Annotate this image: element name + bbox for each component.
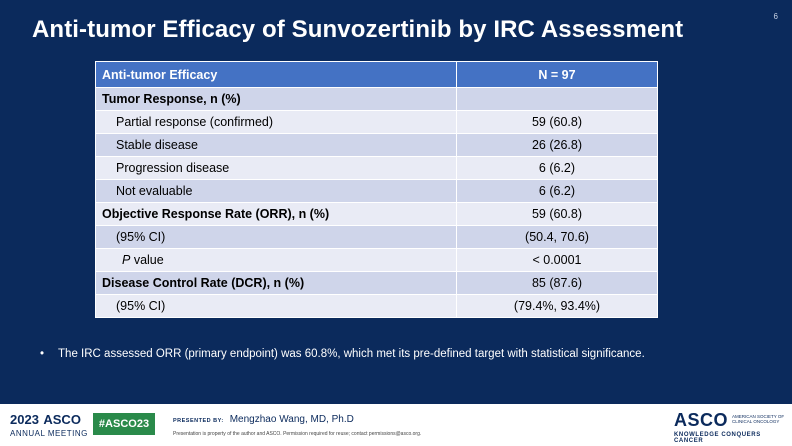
meeting-brand: ASCO: [43, 412, 81, 427]
row-value: 6 (6.2): [456, 179, 658, 203]
logo-tagline: KNOWLEDGE CONQUERS CANCER: [674, 432, 761, 444]
presenter-name: Mengzhao Wang, MD, Ph.D: [229, 414, 354, 425]
p-italic: P: [122, 253, 131, 267]
row-value: 85 (87.6): [456, 271, 658, 295]
table-row: Objective Response Rate (ORR), n (%) 59 …: [95, 202, 658, 226]
table-row: Tumor Response, n (%): [95, 87, 658, 111]
table-row: P value < 0.0001: [95, 248, 658, 272]
table-row: Stable disease 26 (26.8): [95, 133, 658, 157]
footer: 2023 ASCO ANNUAL MEETING #ASCO23 PRESENT…: [0, 404, 792, 446]
row-value: (50.4, 70.6): [456, 225, 658, 249]
row-value: [456, 87, 658, 111]
table-row: Not evaluable 6 (6.2): [95, 179, 658, 203]
copyright-notice: Presentation is property of the author a…: [173, 431, 422, 437]
bullet-point: • The IRC assessed ORR (primary endpoint…: [40, 348, 645, 360]
p-rest: value: [130, 253, 164, 267]
row-label: (95% CI): [95, 294, 457, 318]
row-label: P value: [95, 248, 457, 272]
efficacy-table: Anti-tumor Efficacy N = 97 Tumor Respons…: [95, 61, 658, 318]
row-label: Partial response (confirmed): [95, 110, 457, 134]
logo-name: ASCO: [674, 410, 729, 430]
row-value: < 0.0001: [456, 248, 658, 272]
header-n: N = 97: [456, 61, 658, 88]
row-label: Stable disease: [95, 133, 457, 157]
meeting-year: 2023: [10, 412, 39, 427]
row-label: Progression disease: [95, 156, 457, 180]
asco-society-logo: ASCO AMERICAN SOCIETY OF CLINICAL ONCOLO…: [674, 410, 792, 444]
row-value: 59 (60.8): [456, 110, 658, 134]
table-row: (95% CI) (79.4%, 93.4%): [95, 294, 658, 318]
table-row: (95% CI) (50.4, 70.6): [95, 225, 658, 249]
table-row: Progression disease 6 (6.2): [95, 156, 658, 180]
logo-society-line2: CLINICAL ONCOLOGY: [732, 419, 780, 425]
row-value: (79.4%, 93.4%): [456, 294, 658, 318]
slide-title: Anti-tumor Efficacy of Sunvozertinib by …: [32, 16, 684, 43]
table-row: Partial response (confirmed) 59 (60.8): [95, 110, 658, 134]
header-label: Anti-tumor Efficacy: [95, 61, 457, 88]
table-header-row: Anti-tumor Efficacy N = 97: [95, 61, 658, 88]
meeting-sub: ANNUAL MEETING: [10, 429, 88, 438]
bullet-text: The IRC assessed ORR (primary endpoint) …: [58, 348, 645, 360]
row-label: (95% CI): [95, 225, 457, 249]
row-label: Objective Response Rate (ORR), n (%): [95, 202, 457, 226]
logo-society-line1: AMERICAN SOCIETY OF: [732, 414, 785, 419]
row-label: Not evaluable: [95, 179, 457, 203]
presented-by: PRESENTED BY: Mengzhao Wang, MD, Ph.D: [173, 414, 354, 425]
row-label: Tumor Response, n (%): [95, 87, 457, 111]
logo-society: AMERICAN SOCIETY OF CLINICAL ONCOLOGY: [732, 414, 792, 424]
table-row: Disease Control Rate (DCR), n (%) 85 (87…: [95, 271, 658, 295]
row-label: Disease Control Rate (DCR), n (%): [95, 271, 457, 295]
row-value: 26 (26.8): [456, 133, 658, 157]
page-number: 6: [773, 12, 778, 21]
presented-label: PRESENTED BY:: [173, 418, 224, 424]
bullet-marker: •: [40, 348, 45, 360]
hashtag-badge: #ASCO23: [93, 413, 155, 435]
asco-annual-meeting-logo: 2023 ASCO ANNUAL MEETING: [10, 412, 88, 438]
row-value: 59 (60.8): [456, 202, 658, 226]
row-value: 6 (6.2): [456, 156, 658, 180]
